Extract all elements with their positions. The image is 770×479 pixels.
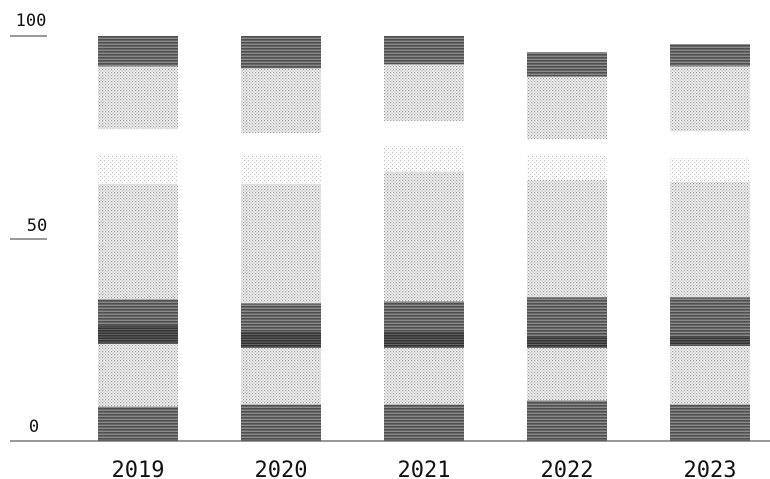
bar-segment-2020-1 [241,404,321,441]
y-tick-label-0: 0 [29,417,39,437]
bar-segment-2022-4 [527,297,607,336]
bar-segment-2019-9 [98,36,178,67]
x-axis: 2019 2020 2021 2022 2023 [112,458,737,479]
x-category-label-2019: 2019 [112,458,165,479]
bar-segment-2020-8 [241,68,321,134]
bar-segment-2021-1 [384,404,464,441]
bar-segment-2021-8 [384,64,464,122]
bar-segment-2022-2 [527,347,607,401]
bar-segment-2023-9 [670,44,750,67]
bar-segment-2022-9 [527,52,607,77]
bar-segment-2021-6 [384,145,464,172]
bar-segment-2019-4 [98,299,178,326]
bar-segment-2023-2 [670,345,750,405]
bar-segment-2021-4 [384,301,464,332]
bar-segment-2023-5 [670,181,750,298]
bar-segment-2020-2 [241,347,321,405]
bar-segment-2019-8 [98,66,178,130]
bar-segment-2020-5 [241,183,321,304]
y-axis: 0 50 100 [10,11,47,437]
y-tick-label-100: 100 [16,11,47,31]
bar-segment-2019-6 [98,155,178,184]
bar-segment-2020-4 [241,303,321,332]
bar-segment-2020-9 [241,36,321,69]
bar-segment-2021-5 [384,171,464,302]
bar-segment-2020-6 [241,155,321,184]
bar-segment-2023-8 [670,66,750,132]
bar-segment-2023-3 [670,335,750,346]
x-category-label-2022: 2022 [541,458,594,479]
bar-segment-2022-6 [527,155,607,180]
x-category-label-2023: 2023 [684,458,737,479]
bar-segment-2019-1 [98,406,178,441]
bar-segment-2019-3 [98,325,178,344]
bar-segment-2021-3 [384,331,464,348]
bars-layer [98,36,750,441]
bar-segment-2021-2 [384,347,464,405]
bar-segment-2022-3 [527,335,607,348]
bar-segment-2022-8 [527,76,607,140]
bar-segment-2019-5 [98,183,178,300]
x-category-label-2021: 2021 [398,458,451,479]
bar-segment-2019-2 [98,343,178,407]
bar-segment-2020-3 [241,331,321,348]
bar-segment-2022-5 [527,179,607,298]
x-category-label-2020: 2020 [255,458,308,479]
bar-segment-2021-9 [384,36,464,65]
bar-segment-2023-6 [670,157,750,182]
bar-segment-2023-1 [670,404,750,441]
y-tick-label-50: 50 [27,216,47,236]
bar-segment-2022-1 [527,400,607,441]
bar-segment-2023-4 [670,297,750,336]
